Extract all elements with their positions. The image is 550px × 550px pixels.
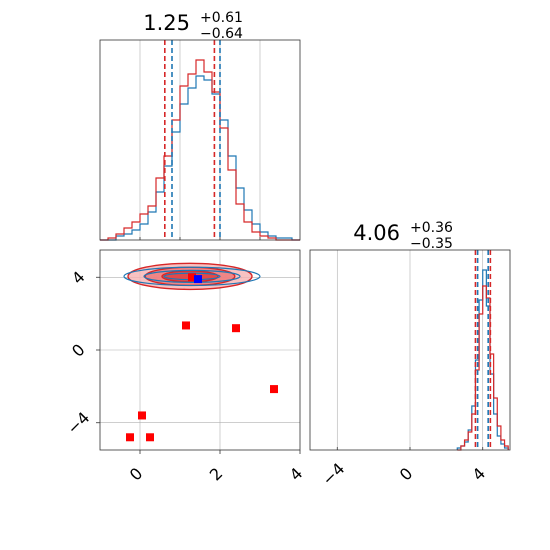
marker-red-square [182,321,190,330]
x-tick-label: 2 [206,464,227,485]
x-tick-label-param2: 0 [396,464,417,485]
hist-series-blue [100,75,300,241]
hist-panel-param1-frame [99,39,301,241]
marker-red-square [270,385,278,394]
y-tick-label: 0 [68,340,89,361]
title-param2-plus: +0.36 [410,220,453,236]
scatter-panel: 0 2 4 −4 0 4 [63,249,307,485]
marker-red-square [188,273,196,282]
title-param1-plus: +0.61 [200,10,243,26]
hist-panel-param2: −4 0 4 4.06 +0.36 −0.35 [309,220,511,489]
hist-series-red [457,285,509,451]
hist-panel-param2-frame [309,249,511,451]
title-param2-minus: −0.35 [410,236,453,252]
y-tick-label: −4 [63,408,93,438]
x-tick-label-param2: −4 [318,459,348,489]
contour-blue [143,269,241,283]
marker-red-square [146,433,154,442]
title-param2-median: 4.06 [353,221,400,245]
contour-blue [123,266,261,287]
marker-blue-square [194,275,202,284]
title-param1-minus: −0.64 [200,26,243,42]
x-tick-label: 0 [126,464,147,485]
x-tick-label: 4 [286,464,307,485]
title-param1-median: 1.25 [143,11,190,35]
x-tick-label-param2: 4 [469,464,490,485]
marker-red-square [232,324,240,333]
hist-panel-param1: 1.25 +0.61 −0.64 [99,10,301,241]
y-tick-label: 4 [68,267,89,288]
marker-red-square [138,411,146,420]
marker-red-square [126,433,134,442]
hist-series-red [100,59,300,241]
